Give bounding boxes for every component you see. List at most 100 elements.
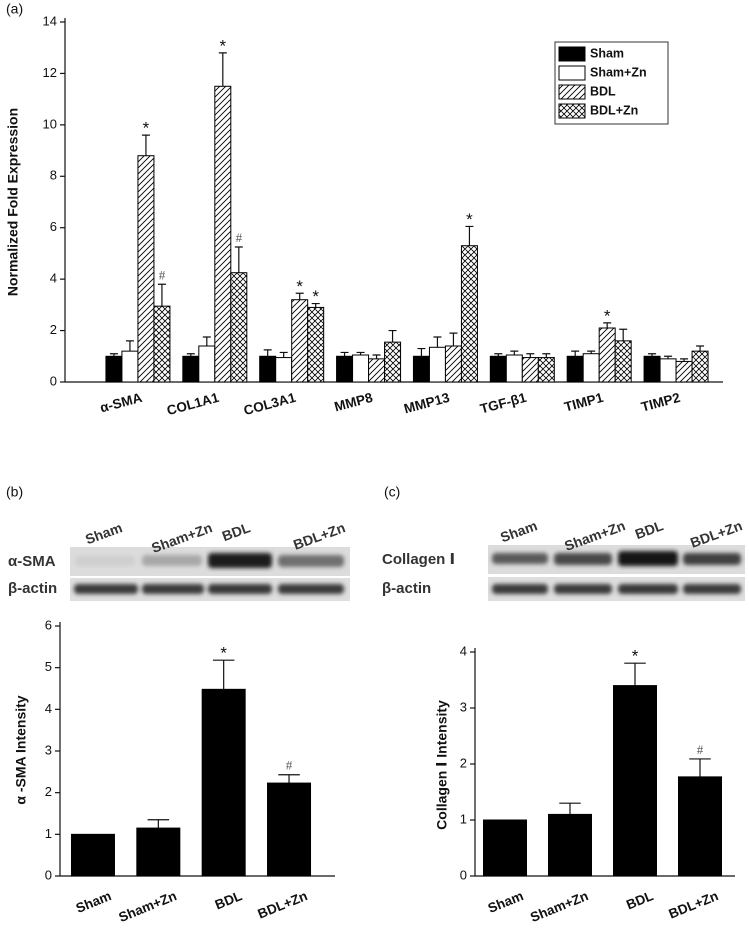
x-tick-label: TGF-β1 [478, 390, 528, 417]
bar [182, 355, 200, 383]
error-bar [603, 322, 612, 328]
legend-label: Sham+Zn [590, 65, 647, 79]
error-bar [510, 350, 519, 355]
x-tick-label: MMP13 [402, 390, 451, 417]
significance-marker: * [296, 277, 303, 296]
bar [198, 345, 216, 383]
error-bar [465, 225, 474, 246]
bar [537, 357, 555, 383]
blot-lane-label: Sham [83, 519, 124, 547]
significance-marker: * [632, 647, 639, 666]
blot-lane-label: BDL [220, 519, 253, 544]
blot-row-label: β-actin [8, 580, 57, 597]
significance-marker: # [697, 742, 704, 757]
bar [582, 353, 600, 383]
legend-swatch [558, 103, 586, 119]
error-bar [218, 52, 227, 87]
bar [678, 776, 722, 877]
bar [230, 272, 248, 383]
bar [214, 85, 232, 383]
legend-label: Sham [590, 46, 624, 60]
blot-row-label: α-SMA [8, 553, 56, 570]
blot-lane-label: Sham [498, 517, 539, 545]
y-tick-label: 4 [50, 271, 57, 286]
x-tick-label: Sham+Zn [528, 888, 590, 925]
bar [136, 827, 181, 877]
bar [613, 685, 657, 877]
blot-row-label: Collagen Ⅰ [382, 551, 455, 568]
bar [598, 327, 616, 383]
bar [153, 305, 171, 383]
y-tick-label: 1 [460, 811, 467, 826]
significance-marker: * [466, 210, 473, 229]
panel-label: (c) [384, 484, 400, 500]
significance-marker: # [159, 267, 166, 282]
y-tick-label: 0 [45, 867, 52, 882]
x-tick-label: TIMP2 [639, 390, 681, 415]
bar [691, 350, 709, 383]
error-bar [571, 350, 580, 357]
bar [267, 782, 312, 877]
error-bar [234, 246, 243, 273]
bar [105, 355, 123, 383]
y-tick-label: 0 [50, 373, 57, 388]
bar [384, 341, 402, 383]
significance-marker: # [236, 230, 243, 245]
error-bar [125, 340, 134, 352]
bar [548, 813, 592, 877]
y-tick-label: 14 [43, 13, 57, 28]
blot-lane-label: BDL [633, 517, 666, 542]
x-tick-label: BDL [624, 888, 655, 912]
bar [614, 340, 632, 383]
error-bar [619, 328, 628, 341]
bar [70, 833, 115, 877]
error-bar [372, 354, 381, 359]
bar [137, 155, 155, 383]
y-axis-label: α -SMA Intensity [13, 695, 29, 804]
error-bar [417, 347, 426, 357]
y-tick-label: 5 [45, 659, 52, 674]
bar [352, 354, 370, 383]
error-bar [263, 349, 272, 357]
error-bar [157, 283, 166, 307]
blot-image [488, 545, 745, 601]
significance-marker: * [143, 119, 150, 138]
bar [460, 245, 478, 383]
error-bar [388, 329, 397, 343]
bar [307, 306, 325, 383]
bar [566, 355, 584, 383]
error-bar [295, 292, 304, 300]
x-tick-label: BDL+Zn [667, 888, 721, 921]
significance-marker: * [604, 306, 611, 325]
y-tick-label: 2 [50, 322, 57, 337]
legend-swatch [558, 46, 586, 62]
bar [201, 688, 246, 877]
bar [489, 355, 507, 383]
x-tick-label: Sham+Zn [116, 888, 178, 925]
bar [505, 354, 523, 383]
significance-marker: * [220, 644, 227, 663]
legend-swatch [558, 84, 586, 100]
bar [444, 345, 462, 383]
x-tick-label: COL1A1 [165, 390, 221, 418]
bar [259, 355, 277, 383]
x-tick-label: BDL+Zn [256, 888, 310, 921]
error-bar [542, 353, 551, 358]
y-axis-label: Normalized Fold Expression [5, 108, 21, 296]
error-bar [278, 774, 300, 784]
bar [412, 355, 430, 383]
bar [336, 355, 354, 383]
significance-marker: * [220, 36, 227, 55]
y-tick-label: 1 [45, 826, 52, 841]
x-tick-label: Sham [74, 888, 114, 916]
error-bar [340, 351, 349, 357]
y-tick-label: 4 [45, 701, 52, 716]
y-axis-label: Collagen Ⅰ Intensity [434, 700, 450, 830]
significance-marker: # [286, 758, 293, 773]
error-bar [311, 302, 320, 308]
error-bar [696, 345, 705, 352]
error-bar [433, 336, 442, 348]
legend-label: BDL+Zn [590, 103, 638, 117]
